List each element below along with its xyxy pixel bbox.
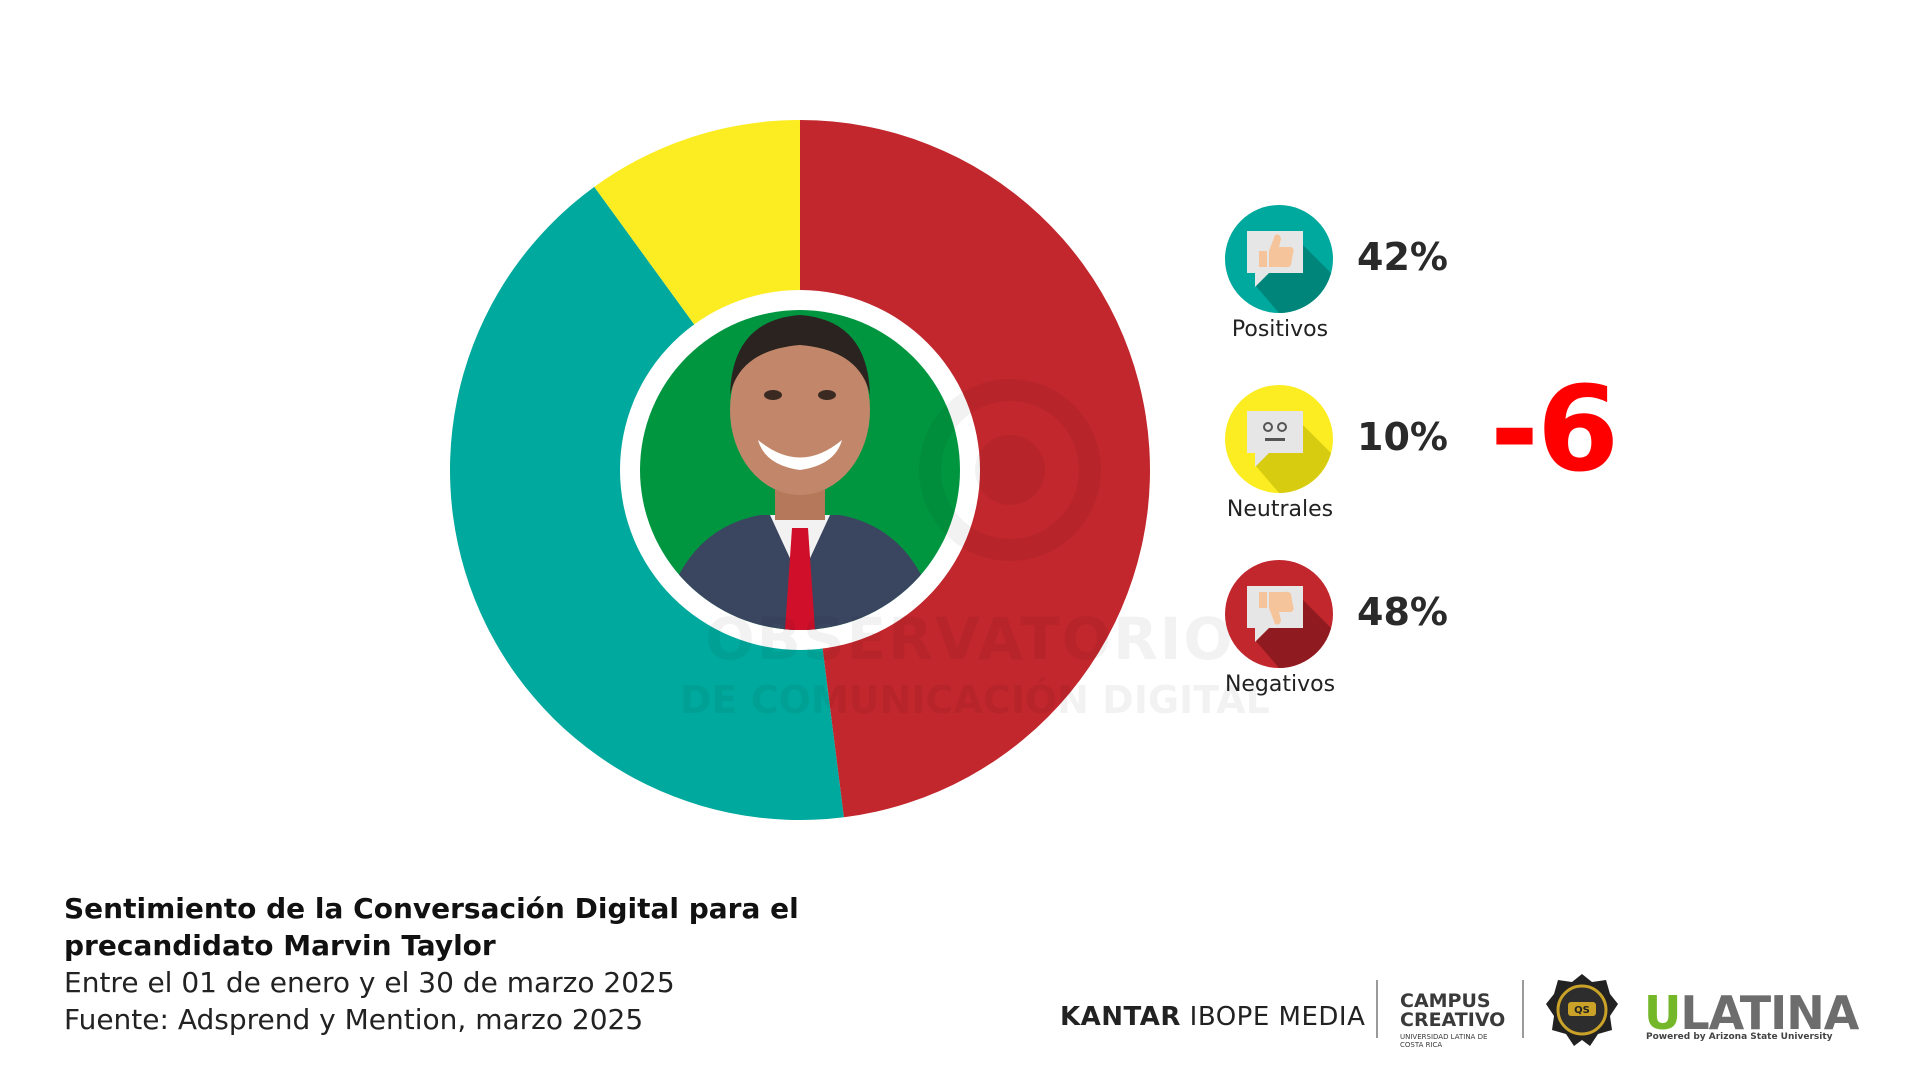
campus-logo-line1: CAMPUS <box>1400 990 1491 1012</box>
logo-divider <box>1376 980 1378 1038</box>
kantar-logo-bold: KANTAR <box>1060 1002 1181 1032</box>
legend-positivos: 42% Positivos <box>1225 205 1525 345</box>
caption-source: Fuente: Adsprend y Mention, marzo 2025 <box>64 1003 644 1036</box>
thumbs-down-icon <box>1225 560 1333 668</box>
kantar-logo-rest: IBOPE MEDIA <box>1189 1002 1366 1032</box>
sentiment-donut-chart <box>449 120 1150 820</box>
candidate-photo <box>660 315 940 630</box>
chart-caption: Sentimiento de la Conversación Digital p… <box>64 890 799 1038</box>
caption-period: Entre el 01 de enero y el 30 de marzo 20… <box>64 966 675 999</box>
ulatina-logo-u: U <box>1644 986 1681 1040</box>
neutral-face-icon <box>1225 385 1333 493</box>
qs-badge-text: QS <box>1574 1005 1590 1016</box>
caption-title-line2: precandidato Marvin Taylor <box>64 929 496 962</box>
legend-percent-positivos: 42% <box>1357 235 1448 279</box>
legend-neutrales: 10% Neutrales <box>1225 385 1525 525</box>
kantar-ibope-logo: KANTAR IBOPE MEDIA <box>1060 1002 1365 1032</box>
qs-badge-icon: QS <box>1546 974 1618 1046</box>
legend-percent-negativos: 48% <box>1357 590 1448 634</box>
caption-title-line1: Sentimiento de la Conversación Digital p… <box>64 892 799 925</box>
campus-creativo-logo: CAMPUS CREATIVO UNIVERSIDAD LATINA DE CO… <box>1400 990 1510 1050</box>
net-sentiment-value: -6 <box>1490 360 1619 498</box>
campus-logo-line2: CREATIVO <box>1400 1009 1506 1031</box>
logo-divider <box>1522 980 1524 1038</box>
legend-percent-neutrales: 10% <box>1357 415 1448 459</box>
ulatina-logo: ULATINA <box>1644 986 1859 1040</box>
campus-logo-small: UNIVERSIDAD LATINA DE COSTA RICA <box>1400 1033 1488 1049</box>
thumbs-up-icon <box>1225 205 1333 313</box>
ulatina-tagline: Powered by Arizona State University <box>1646 1032 1833 1042</box>
legend-label-positivos: Positivos <box>1231 317 1329 342</box>
legend-label-neutrales: Neutrales <box>1226 497 1334 522</box>
ulatina-logo-rest: LATINA <box>1680 986 1859 1040</box>
legend-label-negativos: Negativos <box>1224 672 1336 697</box>
legend-negativos: 48% Negativos <box>1225 560 1525 700</box>
